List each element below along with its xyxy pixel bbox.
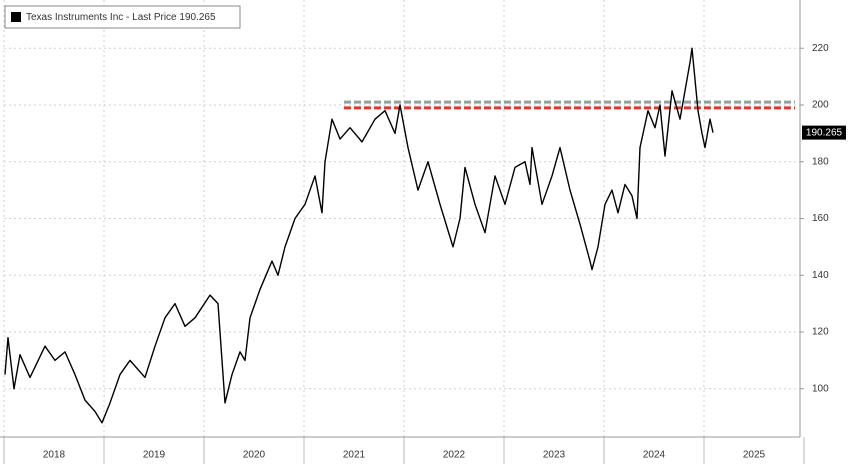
y-tick-label: 180 bbox=[812, 156, 829, 167]
y-tick-label: 200 bbox=[812, 100, 829, 111]
x-tick-label: 2024 bbox=[643, 450, 666, 461]
legend-box bbox=[4, 5, 241, 29]
legend-swatch bbox=[11, 12, 21, 22]
x-tick-label: 2020 bbox=[243, 450, 266, 461]
last-price-label: 190.265 bbox=[806, 127, 843, 138]
legend-label: Texas Instruments Inc - Last Price 190.2… bbox=[26, 12, 216, 23]
x-tick-label: 2018 bbox=[43, 450, 66, 461]
last-price-tag bbox=[802, 125, 846, 140]
y-tick-label: 120 bbox=[812, 327, 829, 338]
x-tick-label: 2021 bbox=[343, 450, 366, 461]
y-tick-label: 140 bbox=[812, 270, 829, 281]
y-tick-label: 220 bbox=[812, 43, 829, 54]
y-tick-label: 100 bbox=[812, 383, 829, 394]
x-tick-label: 2025 bbox=[743, 450, 766, 461]
legend: Texas Instruments Inc - Last Price 190.2… bbox=[4, 5, 241, 29]
x-tick-label: 2023 bbox=[543, 450, 566, 461]
y-tick-label: 160 bbox=[812, 213, 829, 224]
x-tick-label: 2019 bbox=[143, 450, 166, 461]
price-line bbox=[4, 47, 714, 424]
x-tick-label: 2022 bbox=[443, 450, 466, 461]
